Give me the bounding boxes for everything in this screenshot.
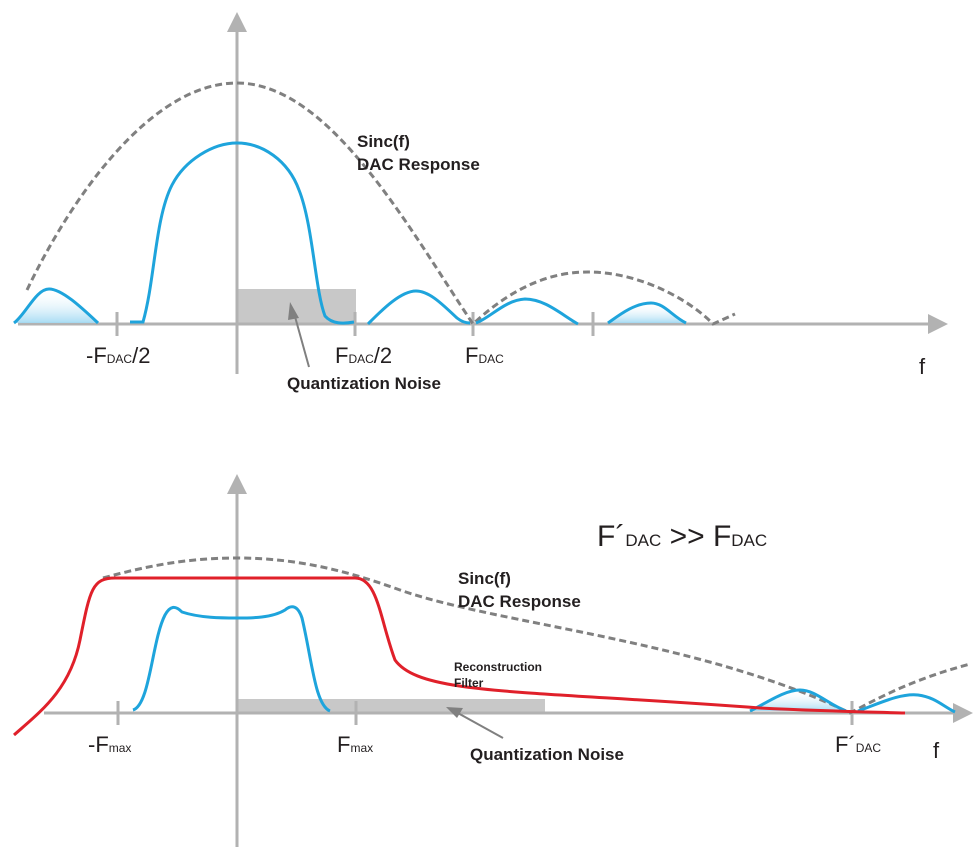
- bottom-image-lobe-fill: [750, 690, 846, 711]
- bottom-filter-label-line1: Reconstruction: [454, 660, 542, 674]
- bottom-sinc-curve: [102, 556, 971, 715]
- top-f-axis-arrowhead: [928, 314, 948, 334]
- bottom-sinc-label-line1: Sinc(f): [458, 569, 511, 588]
- bottom-reconstruction-filter-curve: [13, 576, 906, 737]
- top-image-lobe-fill-right: [608, 303, 686, 323]
- top-tick-label-pos-half: FDAC/2: [335, 343, 392, 368]
- top-image-lobe-fill-left: [14, 289, 98, 323]
- bottom-signal-image-lobe: [749, 688, 847, 713]
- top-signal-image-mid: [366, 289, 471, 326]
- top-panel: Sinc(f) DAC Response Quantization Noise …: [13, 12, 948, 393]
- bottom-tick-label-neg-fmax: -Fmax: [88, 732, 131, 757]
- top-tick-label-fdac: FDAC: [465, 343, 504, 368]
- bottom-filter-label-line2: Filter: [454, 676, 484, 690]
- top-sinc-label-line1: Sinc(f): [357, 132, 410, 151]
- top-y-axis-arrowhead: [227, 12, 247, 32]
- top-signal-image-mid2: [475, 297, 579, 326]
- top-sinc-label-line2: DAC Response: [357, 155, 480, 174]
- bottom-signal-main-band: [132, 605, 331, 713]
- bottom-quantization-noise-block: [237, 699, 545, 713]
- top-tick-label-neg-half: -FDAC/2: [86, 343, 150, 368]
- top-signal-image-right: [607, 301, 687, 325]
- top-sinc-curve: [25, 81, 736, 327]
- top-signal-image-left: [13, 287, 100, 325]
- bottom-f-axis-arrowhead: [953, 703, 973, 723]
- top-f-axis-label: f: [919, 354, 926, 379]
- bottom-tick-label-fmax: Fmax: [337, 732, 373, 757]
- top-noise-arrowhead: [288, 302, 299, 320]
- bottom-noise-arrowhead: [446, 707, 463, 718]
- top-signal-main-band: [130, 141, 355, 325]
- bottom-tick-label-fdac-prime: F´DAC: [835, 732, 881, 757]
- top-noise-label: Quantization Noise: [287, 374, 441, 393]
- bottom-f-axis-label: f: [933, 738, 940, 763]
- top-noise-arrow-line: [293, 312, 310, 368]
- bottom-y-axis-arrowhead: [227, 474, 247, 494]
- bottom-noise-label: Quantization Noise: [470, 745, 624, 764]
- bottom-sinc-label-line2: DAC Response: [458, 592, 581, 611]
- bottom-relation-label: F´DAC >> FDAC: [597, 520, 767, 553]
- bottom-signal-image-lobe-right: [857, 693, 956, 714]
- bottom-noise-arrow-line: [455, 711, 504, 739]
- bottom-panel: F´DAC >> FDAC Sinc(f) DAC Response Recon…: [13, 474, 973, 847]
